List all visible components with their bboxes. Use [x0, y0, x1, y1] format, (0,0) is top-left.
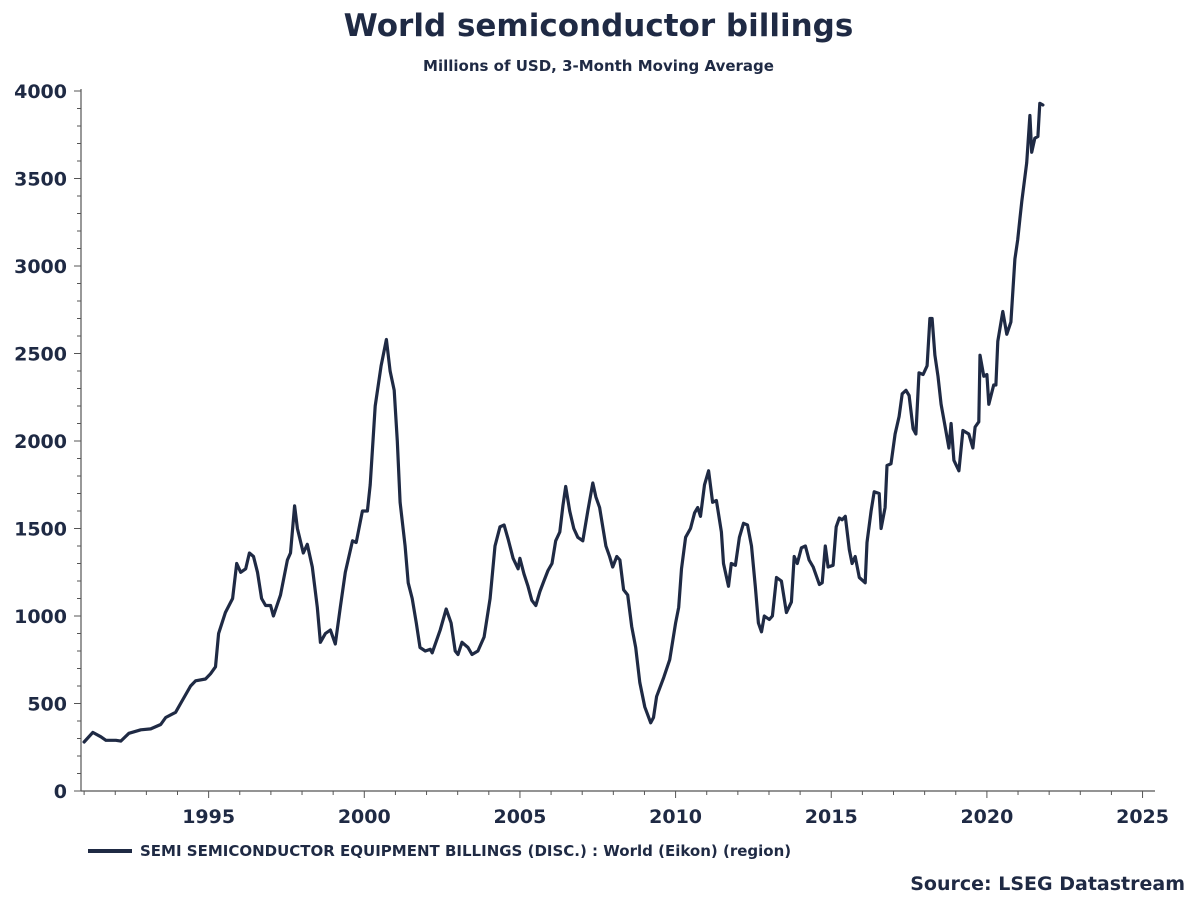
legend-swatch — [88, 849, 132, 853]
y-tick-label: 3000 — [14, 256, 67, 278]
source-note: Source: LSEG Datastream — [910, 873, 1185, 895]
x-tick-label: 2000 — [338, 806, 391, 828]
y-tick-label: 2500 — [14, 344, 67, 366]
y-tick-label: 1500 — [14, 519, 67, 541]
y-tick-label: 2000 — [14, 431, 67, 453]
series-line — [82, 101, 1045, 744]
x-tick-label: 2015 — [805, 806, 858, 828]
chart-subtitle: Millions of USD, 3-Month Moving Average — [423, 57, 774, 75]
legend-label: SEMI SEMICONDUCTOR EQUIPMENT BILLINGS (D… — [140, 842, 792, 860]
y-tick-label: 0 — [54, 781, 67, 803]
y-tick-label: 3500 — [14, 169, 67, 191]
x-tick-label: 2010 — [649, 806, 702, 828]
x-tick-label: 1995 — [182, 806, 235, 828]
y-tick-label: 1000 — [14, 606, 67, 628]
x-tick-label: 2005 — [493, 806, 546, 828]
x-tick-label: 2020 — [960, 806, 1013, 828]
legend: SEMI SEMICONDUCTOR EQUIPMENT BILLINGS (D… — [88, 842, 791, 860]
y-tick-label: 500 — [27, 694, 67, 716]
y-tick-label: 4000 — [14, 81, 67, 103]
chart-title: World semiconductor billings — [343, 8, 854, 44]
x-tick-label: 2025 — [1116, 806, 1169, 828]
